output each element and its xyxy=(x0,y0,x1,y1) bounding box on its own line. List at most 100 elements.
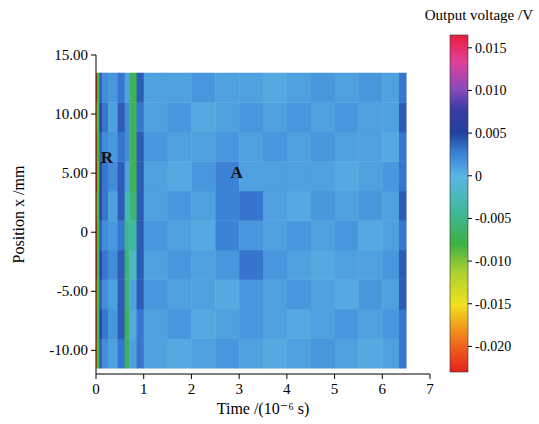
x-tick-label: 1 xyxy=(140,381,148,397)
colorbar-tick xyxy=(468,47,472,48)
heatmap-cell xyxy=(125,73,130,103)
x-tick-label: 2 xyxy=(188,381,196,397)
heatmap-cell xyxy=(168,279,192,309)
heatmap-cells xyxy=(96,73,407,369)
heatmap-cell xyxy=(102,339,109,369)
x-tick xyxy=(96,374,97,379)
heatmap-cell xyxy=(311,250,335,280)
x-tick xyxy=(334,374,335,379)
heatmap-cell xyxy=(144,220,168,250)
heatmap-cell xyxy=(129,339,137,369)
heatmap-cell xyxy=(137,279,145,309)
y-tick xyxy=(91,114,96,115)
heatmap-cell xyxy=(358,279,382,309)
heatmap-cell xyxy=(399,250,407,280)
annotation: A xyxy=(231,163,244,182)
heatmap-cell xyxy=(108,250,118,280)
colorbar-title: Output voltage /V xyxy=(425,7,533,23)
heatmap-cell xyxy=(129,191,137,221)
heatmap-cell xyxy=(99,250,102,280)
heatmap-cell xyxy=(144,250,168,280)
heatmap-cell xyxy=(144,339,168,369)
heatmap-cell xyxy=(311,73,335,103)
heatmap-cell xyxy=(358,309,382,339)
heatmap-cell xyxy=(399,220,407,250)
colorbar-tick xyxy=(468,175,472,176)
heatmap-cell xyxy=(287,339,311,369)
heatmap-cell xyxy=(335,132,359,162)
heatmap-cell xyxy=(335,73,359,103)
heatmap-cell xyxy=(144,102,168,132)
heatmap-cell xyxy=(125,339,130,369)
heatmap-cell xyxy=(117,250,125,280)
x-tick xyxy=(239,374,240,379)
heatmap-cell xyxy=(239,132,263,162)
heatmap-cell xyxy=(399,279,407,309)
heatmap-cell xyxy=(102,250,109,280)
heatmap-cell xyxy=(144,309,168,339)
heatmap-cell xyxy=(239,309,263,339)
heatmap-cell xyxy=(263,309,287,339)
heatmap-cell xyxy=(102,191,109,221)
x-tick-label: 4 xyxy=(283,381,291,397)
heatmap-cell xyxy=(191,250,215,280)
y-tick-label: -10.00 xyxy=(49,342,88,358)
heatmap-cell xyxy=(129,220,137,250)
heatmap-cell xyxy=(129,250,137,280)
x-axis-line xyxy=(96,374,430,375)
heatmap-cell xyxy=(125,102,130,132)
heatmap-cell xyxy=(335,309,359,339)
heatmap-cell xyxy=(382,161,399,191)
x-tick xyxy=(143,374,144,379)
heatmap-cell xyxy=(168,102,192,132)
heatmap-cell xyxy=(129,73,137,103)
heatmap-cell xyxy=(117,102,125,132)
heatmap-cell xyxy=(215,132,239,162)
heatmap-cell xyxy=(399,73,407,103)
heatmap-cell xyxy=(108,220,118,250)
heatmap-cell xyxy=(382,279,399,309)
colorbar-scale xyxy=(450,35,468,372)
heatmap-cell xyxy=(263,339,287,369)
annotation: R xyxy=(101,148,114,167)
heatmap-cell xyxy=(102,309,109,339)
heatmap-cell xyxy=(102,102,109,132)
heatmap-cell xyxy=(263,220,287,250)
x-tick-label: 5 xyxy=(331,381,339,397)
heatmap-cell xyxy=(215,191,239,221)
heatmap-cell xyxy=(335,339,359,369)
y-axis-line xyxy=(96,55,97,374)
heatmap-cell xyxy=(263,279,287,309)
heatmap-cell xyxy=(137,73,145,103)
colorbar-tick xyxy=(468,133,472,134)
heatmap-cell xyxy=(358,161,382,191)
colorbar-tick xyxy=(468,346,472,347)
heatmap-cell xyxy=(144,161,168,191)
heatmap-cell xyxy=(239,339,263,369)
heatmap-cell xyxy=(311,309,335,339)
heatmap-cell xyxy=(129,132,137,162)
heatmap-cell xyxy=(191,102,215,132)
heatmap-cell xyxy=(117,73,125,103)
heatmap-cell xyxy=(263,73,287,103)
heatmap-cell xyxy=(108,339,118,369)
heatmap-cell xyxy=(358,102,382,132)
heatmap-cell xyxy=(335,102,359,132)
colorbar: 0.0150.0100.0050-0.005-0.010-0.015-0.020… xyxy=(425,7,533,372)
colorbar-tick-label: 0.015 xyxy=(475,41,507,56)
heatmap-cell xyxy=(125,220,130,250)
heatmap-cell xyxy=(287,191,311,221)
y-tick xyxy=(91,173,96,174)
heatmap-cell xyxy=(191,279,215,309)
heatmap-cell xyxy=(399,161,407,191)
heatmap-cell xyxy=(108,102,118,132)
heatmap-cell xyxy=(239,191,263,221)
heatmap-cell xyxy=(215,250,239,280)
heatmap-cell xyxy=(108,191,118,221)
heatmap-cell xyxy=(287,161,311,191)
x-tick xyxy=(191,374,192,379)
heatmap-cell xyxy=(144,191,168,221)
y-tick-label: 0 xyxy=(81,224,89,240)
heatmap-cell xyxy=(382,102,399,132)
heatmap-cell xyxy=(399,339,407,369)
